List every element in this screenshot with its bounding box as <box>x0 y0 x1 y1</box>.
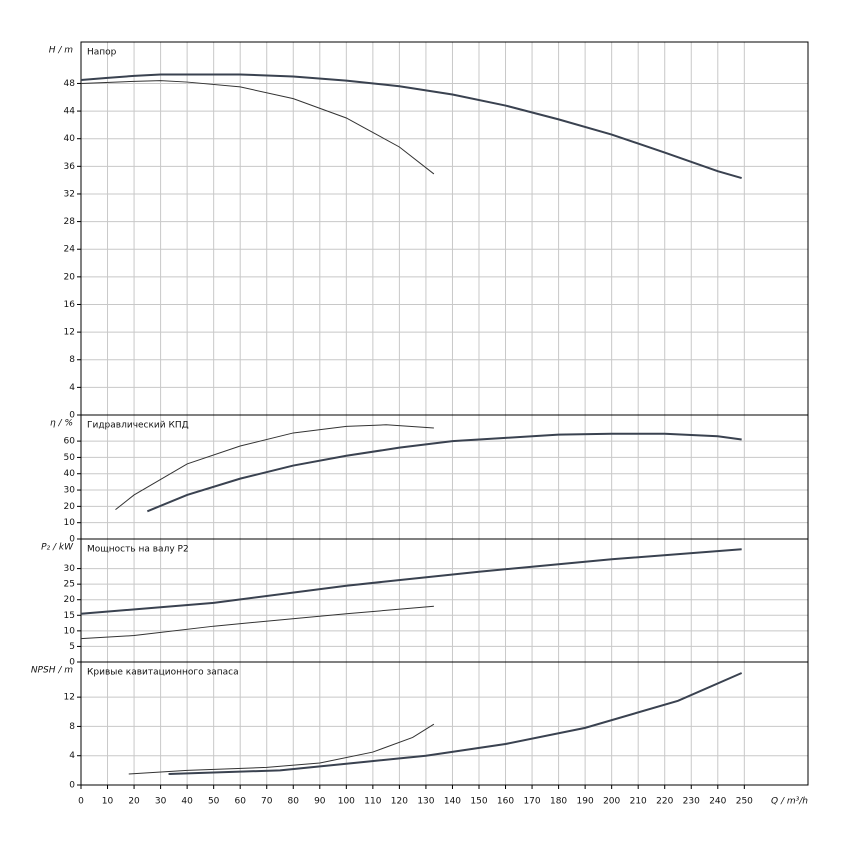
y-tick-label: 30 <box>64 564 76 574</box>
y-tick-label: 4 <box>69 383 75 393</box>
panel-title: Кривые кавитационного запаса <box>87 668 239 678</box>
curve <box>168 672 743 776</box>
curve <box>80 548 742 615</box>
y-tick-label: 28 <box>64 217 76 227</box>
x-tick-label: 30 <box>155 797 167 807</box>
panel-frame <box>80 414 809 540</box>
y-tick-label: 48 <box>64 79 76 89</box>
curve <box>80 80 435 175</box>
x-tick-label: 50 <box>208 797 220 807</box>
x-tick-label: 200 <box>603 797 620 807</box>
y-tick-label: 44 <box>64 107 76 117</box>
x-tick-label: 240 <box>709 797 726 807</box>
x-tick-label: 210 <box>630 797 647 807</box>
y-tick-label: 0 <box>69 411 75 421</box>
panel-title: Гидравлический КПД <box>87 421 189 431</box>
y-tick-label: 16 <box>64 300 76 310</box>
curve <box>80 73 742 180</box>
y-tick-label: 25 <box>64 580 75 590</box>
y-tick-label: 32 <box>64 189 75 199</box>
curve <box>80 605 434 640</box>
y-tick-label: 30 <box>64 486 76 496</box>
y-tick-label: 0 <box>69 658 75 668</box>
y-tick-label: 5 <box>69 642 75 652</box>
x-tick-label: 0 <box>78 797 84 807</box>
x-tick-label: 180 <box>550 797 567 807</box>
x-tick-label: 220 <box>656 797 673 807</box>
y-tick-label: 40 <box>64 134 76 144</box>
x-tick-label: 230 <box>683 797 700 807</box>
x-tick-label: 170 <box>523 797 540 807</box>
panel-frame <box>80 538 809 663</box>
y-axis-label: P₂ / kW <box>41 543 74 553</box>
y-tick-label: 12 <box>64 693 75 703</box>
y-tick-label: 0 <box>69 781 75 791</box>
curve <box>128 723 435 775</box>
x-tick-label: 250 <box>736 797 753 807</box>
x-axis-label: Q / m³/h <box>771 797 808 807</box>
y-tick-label: 10 <box>64 518 76 528</box>
y-tick-label: 20 <box>64 272 76 282</box>
x-tick-label: 140 <box>444 797 461 807</box>
y-axis-label: η / % <box>50 419 73 429</box>
y-tick-label: 12 <box>64 328 75 338</box>
y-tick-label: 24 <box>64 245 76 255</box>
x-tick-label: 40 <box>181 797 193 807</box>
x-tick-label: 10 <box>102 797 114 807</box>
x-tick-label: 20 <box>128 797 140 807</box>
panel-frame <box>80 661 809 786</box>
y-tick-label: 40 <box>64 469 76 479</box>
x-tick-label: 70 <box>261 797 273 807</box>
y-tick-label: 50 <box>64 453 76 463</box>
x-tick-label: 120 <box>391 797 408 807</box>
x-tick-label: 60 <box>234 797 246 807</box>
y-tick-label: 4 <box>69 751 75 761</box>
panel-frame <box>80 41 809 416</box>
y-axis-label: H / m <box>49 46 74 56</box>
y-tick-label: 10 <box>64 626 76 636</box>
y-tick-label: 15 <box>64 611 75 621</box>
y-tick-label: 36 <box>64 162 76 172</box>
x-tick-label: 160 <box>497 797 514 807</box>
x-tick-label: 80 <box>288 797 300 807</box>
y-tick-label: 20 <box>64 595 76 605</box>
panel-title: Напор <box>87 48 117 58</box>
y-tick-label: 20 <box>64 502 76 512</box>
y-tick-label: 8 <box>69 355 75 365</box>
y-axis-label: NPSH / m <box>31 666 73 676</box>
x-tick-label: 130 <box>417 797 434 807</box>
x-tick-label: 90 <box>314 797 326 807</box>
y-tick-label: 0 <box>69 535 75 545</box>
x-tick-label: 150 <box>470 797 487 807</box>
panel-title: Мощность на валу P2 <box>87 545 189 555</box>
x-tick-label: 110 <box>364 797 381 807</box>
curve <box>146 432 742 513</box>
y-tick-label: 8 <box>69 722 75 732</box>
y-tick-label: 60 <box>64 437 76 447</box>
x-tick-label: 100 <box>338 797 355 807</box>
x-tick-label: 190 <box>577 797 594 807</box>
curve <box>115 424 434 511</box>
